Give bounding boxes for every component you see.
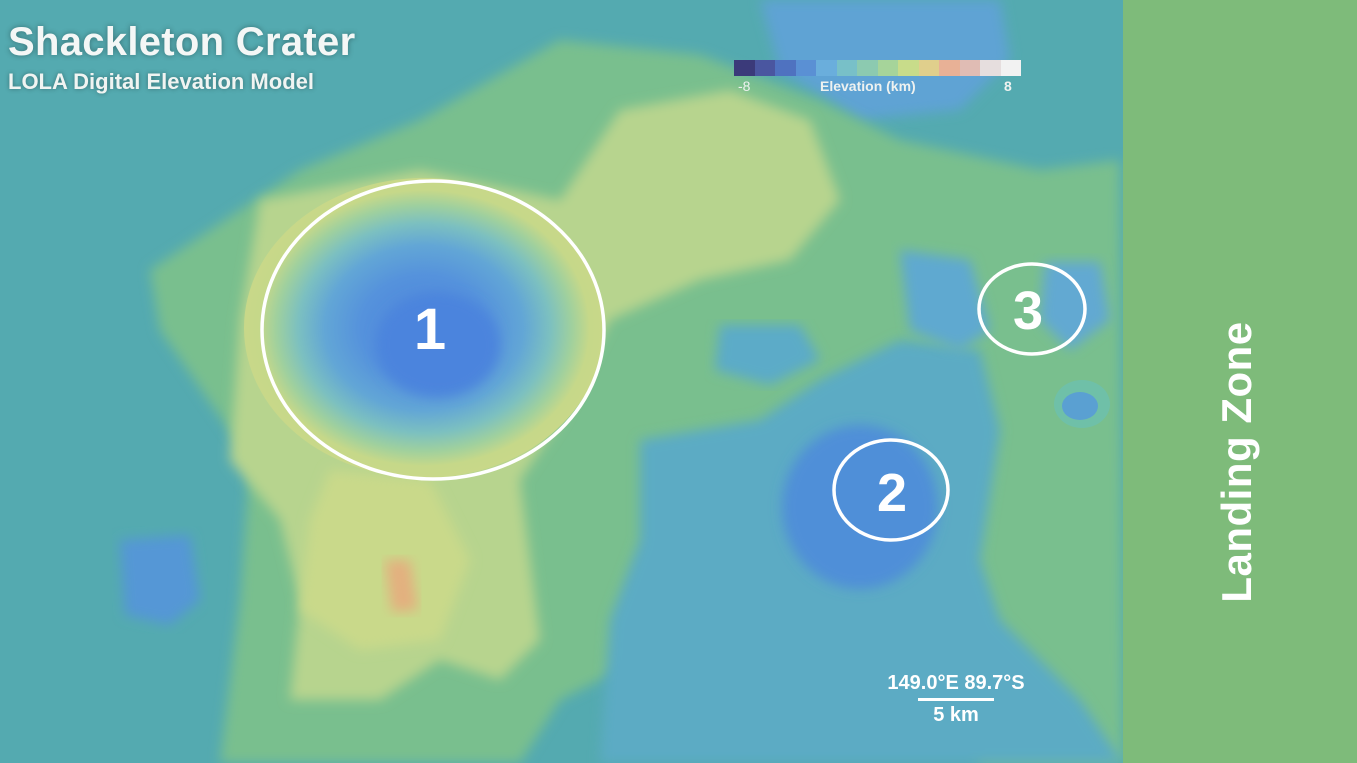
colorbar-swatch xyxy=(816,60,837,76)
colorbar-swatch xyxy=(959,60,980,76)
region-3-label: 3 xyxy=(1012,281,1044,341)
elevation-colorbar xyxy=(734,60,1021,76)
region-1-circle[interactable] xyxy=(260,179,606,481)
region-1-label: 1 xyxy=(413,297,447,362)
scale-bar-line xyxy=(918,698,994,701)
region-2-label: 2 xyxy=(876,463,908,523)
colorbar-swatch xyxy=(754,60,775,76)
map-title: Shackleton Crater xyxy=(8,20,356,64)
scale-bar-label: 5 km xyxy=(933,704,979,726)
region-2-circle[interactable] xyxy=(832,438,950,542)
region-3-circle[interactable] xyxy=(977,262,1087,356)
legend-max-label: 8 xyxy=(1004,78,1012,94)
colorbar-swatch xyxy=(898,60,919,76)
landing-zone-panel[interactable] xyxy=(1123,0,1357,763)
colorbar-swatch xyxy=(877,60,898,76)
legend-min-label: -8 xyxy=(738,78,751,94)
colorbar-swatch xyxy=(795,60,816,76)
landing-zone-label: Landing Zone xyxy=(1213,321,1260,603)
legend-title: Elevation (km) xyxy=(820,78,916,94)
coordinate-readout: 149.0°E 89.7°S xyxy=(887,672,1025,694)
map-subtitle: LOLA Digital Elevation Model xyxy=(8,69,314,94)
elevation-legend: -8 Elevation (km) 8 xyxy=(734,60,1024,96)
colorbar-swatch xyxy=(775,60,796,76)
colorbar-swatch xyxy=(836,60,857,76)
colorbar-swatch xyxy=(1000,60,1021,76)
colorbar-swatch xyxy=(857,60,878,76)
colorbar-swatch xyxy=(734,60,755,76)
colorbar-swatch xyxy=(980,60,1001,76)
colorbar-swatch xyxy=(939,60,960,76)
colorbar-swatch xyxy=(918,60,939,76)
